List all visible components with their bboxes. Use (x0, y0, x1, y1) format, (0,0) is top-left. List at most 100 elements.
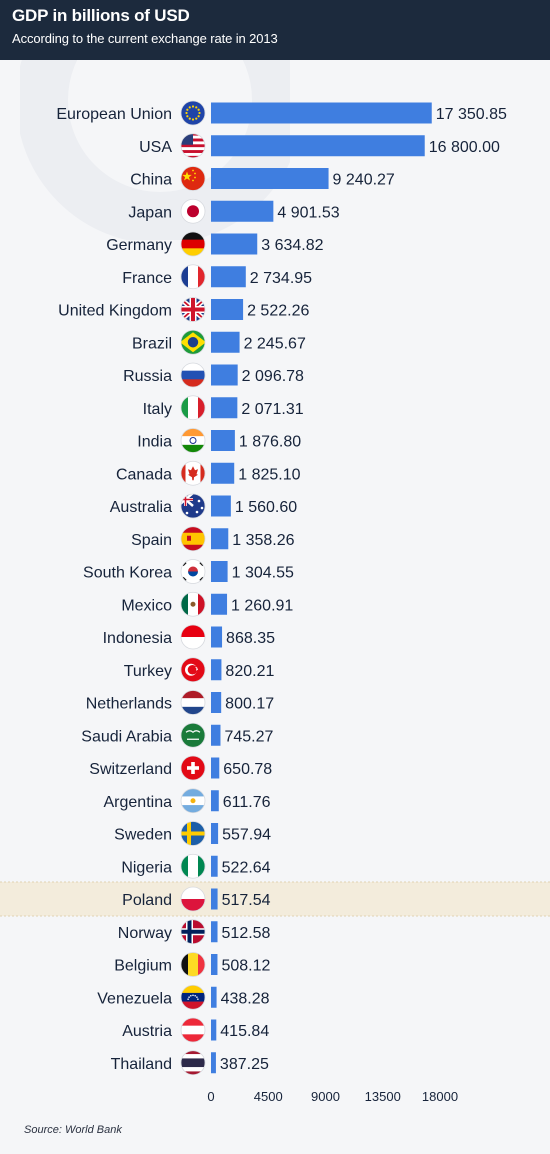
value-label: 1 304.55 (232, 565, 294, 582)
value-label: 16 800.00 (429, 139, 500, 156)
value-label: 800.17 (225, 696, 274, 713)
bar (211, 921, 218, 943)
watermark-logo-icon (20, 40, 290, 240)
bar-row-germany: Germany 3 634.82 (106, 231, 324, 257)
bar-row-saudi-arabia: Saudi Arabia 745.27 (81, 722, 274, 748)
bar-row-poland: Poland 517.54 (0, 881, 550, 917)
australia-flag-icon (180, 493, 206, 519)
bar-row-european-union: European Union 17 350.85 (56, 100, 507, 126)
bar (211, 200, 274, 222)
bar (211, 659, 222, 681)
brazil-flag-icon (180, 329, 206, 355)
value-label: 2 245.67 (244, 335, 306, 352)
value-label: 1 260.91 (231, 597, 293, 614)
category-label: India (137, 434, 172, 451)
bar (211, 430, 235, 451)
bar (211, 528, 229, 550)
category-label: Turkey (124, 663, 172, 680)
bar-row-argentina: Argentina 611.76 (104, 788, 271, 814)
austria-flag-icon (180, 1017, 206, 1043)
mexico-flag-icon (180, 591, 206, 617)
category-label: France (122, 270, 172, 287)
south-korea-flag-icon (180, 559, 206, 584)
india-flag-icon (180, 428, 206, 453)
bar (211, 855, 218, 877)
bar (211, 790, 219, 812)
value-label: 557.94 (222, 827, 271, 844)
china-flag-icon (180, 166, 206, 191)
russia-flag-icon (180, 362, 206, 388)
category-label: South Korea (83, 565, 172, 582)
category-label: Thailand (111, 1056, 172, 1073)
bar (211, 135, 425, 157)
category-label: Austria (122, 1023, 172, 1040)
x-tick-label: 9000 (311, 1089, 340, 1104)
bar-row-canada: Canada 1 825.10 (116, 460, 301, 486)
x-tick-label: 13500 (365, 1089, 401, 1104)
bar (211, 1019, 217, 1041)
bar (211, 724, 221, 746)
category-label: Australia (110, 499, 172, 516)
category-label: Indonesia (103, 630, 172, 647)
x-axis: 0 4500 9000 13500 18000 (207, 1089, 458, 1104)
value-label: 517.54 (222, 892, 271, 909)
thailand-flag-icon (180, 1050, 206, 1076)
bar (211, 495, 231, 517)
poland-flag-icon (180, 886, 206, 912)
value-label: 868.35 (226, 630, 275, 647)
belgium-flag-icon (180, 952, 206, 977)
value-label: 522.64 (222, 859, 271, 876)
bar (211, 692, 222, 713)
category-label: Japan (128, 204, 172, 221)
category-label: Argentina (104, 794, 173, 811)
category-label: China (130, 172, 172, 189)
bar-row-india: India 1 876.80 (137, 428, 301, 453)
turkey-flag-icon (180, 657, 206, 683)
usa-flag-icon (180, 133, 206, 159)
category-label: United Kingdom (58, 303, 172, 320)
bar-row-norway: Norway 512.58 (118, 919, 271, 945)
bar-row-australia: Australia 1 560.60 (110, 493, 297, 519)
bar-row-spain: Spain 1 358.26 (131, 526, 295, 552)
value-label: 650.78 (223, 761, 272, 778)
value-label: 438.28 (221, 990, 270, 1007)
france-flag-icon (180, 264, 206, 290)
bar-row-indonesia: Indonesia 868.35 (103, 624, 275, 650)
value-label: 2 522.26 (247, 303, 309, 320)
bar-row-mexico: Mexico 1 260.91 (121, 591, 293, 617)
category-label: European Union (56, 106, 172, 123)
bar (211, 823, 219, 844)
chart-title: GDP in billions of USD (12, 6, 190, 25)
category-label: Belgium (114, 958, 172, 975)
norway-flag-icon (180, 919, 206, 945)
category-label: Netherlands (86, 696, 172, 713)
value-label: 512.58 (222, 925, 271, 942)
bar-row-usa: USA 16 800.00 (139, 133, 500, 159)
bar (211, 364, 238, 386)
value-label: 2 096.78 (242, 368, 304, 385)
category-label: USA (139, 139, 172, 156)
sweden-flag-icon (180, 821, 206, 846)
category-label: Nigeria (121, 859, 172, 876)
value-label: 9 240.27 (333, 172, 395, 189)
value-label: 745.27 (224, 728, 273, 745)
bar (211, 299, 244, 320)
category-label: Mexico (121, 597, 172, 614)
japan-flag-icon (180, 198, 206, 224)
italy-flag-icon (180, 395, 206, 421)
bar (211, 168, 329, 189)
category-label: Sweden (114, 827, 172, 844)
bar-row-belgium: Belgium 508.12 (114, 952, 271, 977)
value-label: 3 634.82 (261, 237, 323, 254)
x-tick-label: 4500 (254, 1089, 283, 1104)
bar (211, 233, 258, 255)
bar (211, 954, 218, 975)
eu-flag-icon (180, 100, 206, 126)
value-label: 1 825.10 (238, 466, 300, 483)
value-label: 2 734.95 (250, 270, 312, 287)
category-label: Poland (122, 892, 172, 909)
netherlands-flag-icon (180, 690, 206, 715)
x-tick-label: 0 (207, 1089, 214, 1104)
